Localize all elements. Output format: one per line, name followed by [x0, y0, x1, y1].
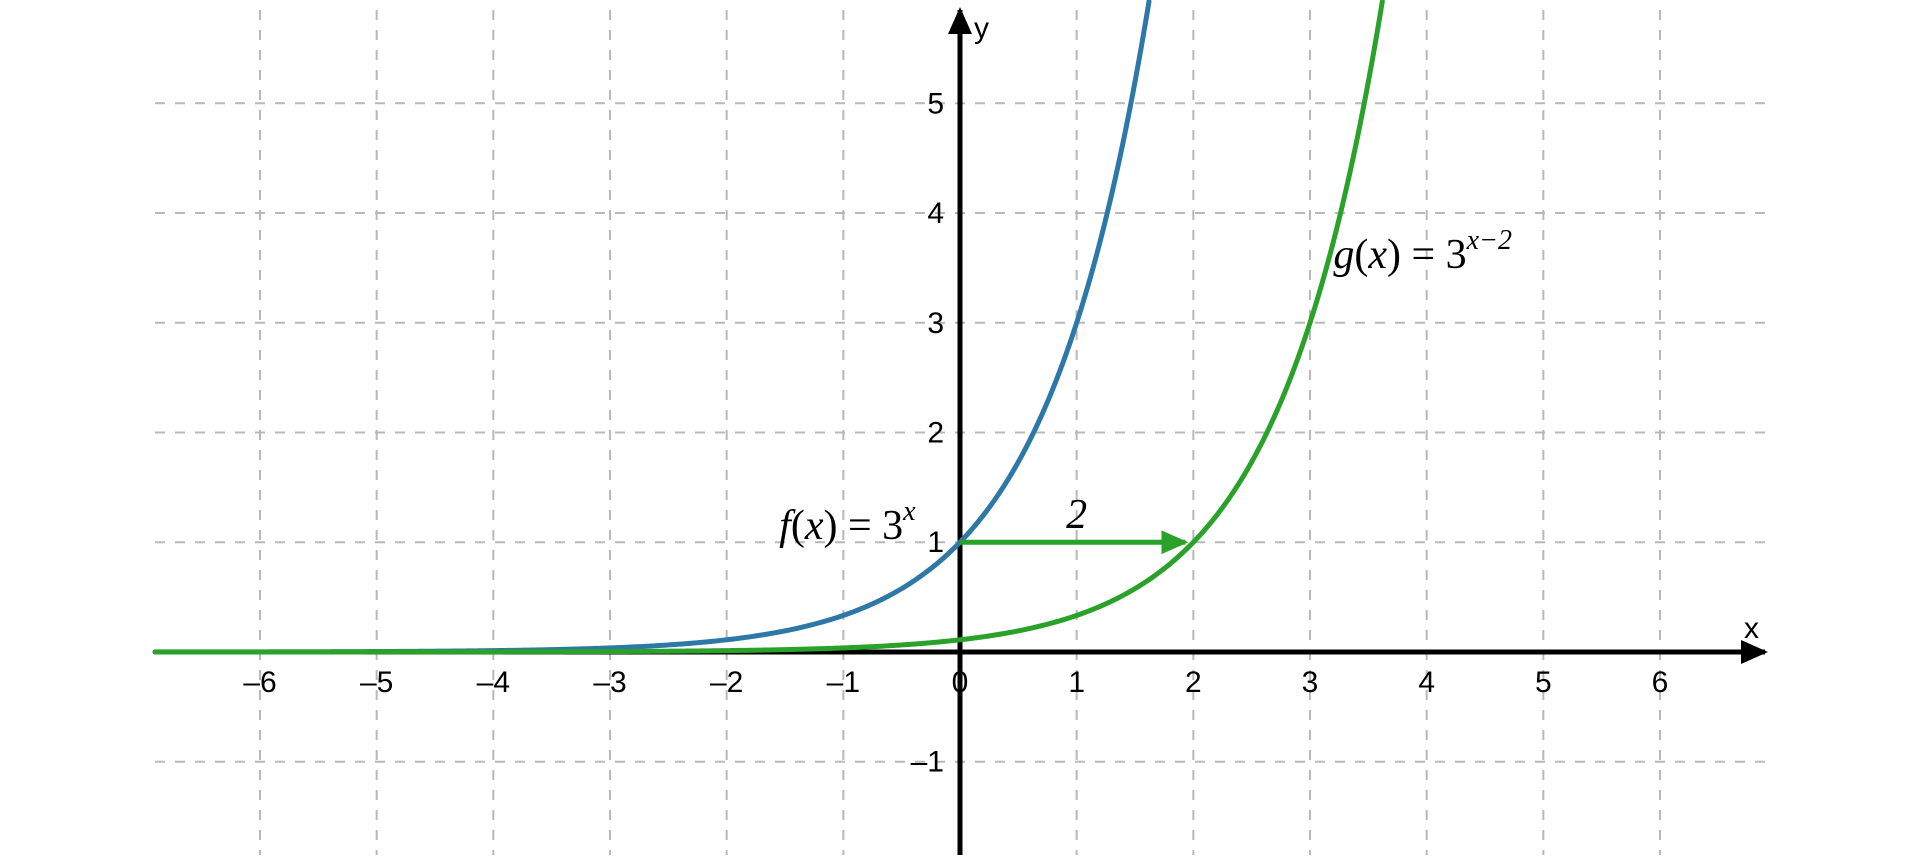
- y-tick-label: 1: [927, 526, 944, 559]
- x-tick-label: 3: [1302, 666, 1319, 699]
- x-tick-label: 5: [1535, 666, 1552, 699]
- x-tick-label: 0: [952, 666, 969, 699]
- x-tick-label: 4: [1418, 666, 1435, 699]
- x-tick-label: –6: [243, 666, 276, 699]
- x-tick-label: –4: [477, 666, 510, 699]
- y-tick-label: 2: [927, 417, 944, 450]
- exponential-shift-chart: x y –6 –5 –4 –3 –2 –1 0 1 2 3 4 5 6 –1 1 2 3 4 5 2 f(x) = 3x g(…: [0, 0, 1920, 865]
- y-tick-label: 4: [927, 197, 944, 230]
- x-tick-label: –5: [360, 666, 393, 699]
- y-tick-label: 3: [927, 307, 944, 340]
- x-axis-label: x: [1744, 612, 1759, 645]
- curve-f: [155, 1, 1149, 652]
- x-tick-label: 2: [1185, 666, 1202, 699]
- curve-g: [155, 1, 1382, 652]
- x-tick-label: 1: [1068, 666, 1085, 699]
- x-tick-label: –3: [593, 666, 626, 699]
- shift-arrow-label: 2: [1066, 492, 1087, 538]
- y-tick-label: –1: [911, 746, 944, 779]
- x-tick-label: 6: [1652, 666, 1669, 699]
- x-tick-label: –2: [710, 666, 743, 699]
- g-label: g(x) = 3x−2: [1333, 225, 1512, 278]
- f-label: f(x) = 3x: [779, 496, 916, 549]
- curves: [155, 1, 1382, 652]
- y-tick-label: 5: [927, 87, 944, 120]
- y-axis-label: y: [974, 12, 989, 45]
- x-tick-label: –1: [827, 666, 860, 699]
